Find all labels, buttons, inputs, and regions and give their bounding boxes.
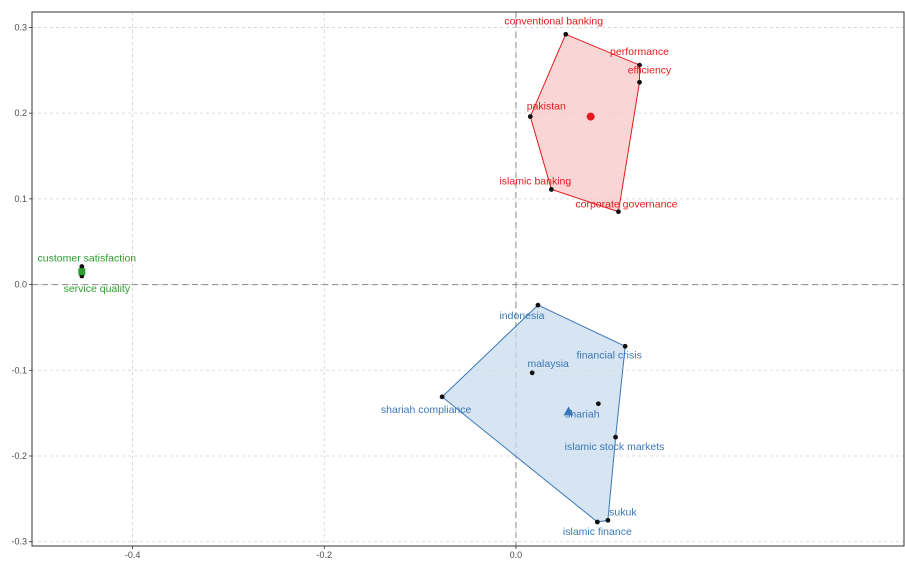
centroid-marker-1 <box>586 112 595 121</box>
y-tick-label: 0.3 <box>14 22 27 32</box>
point-performance <box>637 62 642 68</box>
centroid-marker-3 <box>563 406 574 416</box>
point-islamic-finance <box>594 519 600 525</box>
label-conventional-banking: conventional banking <box>504 15 603 27</box>
label-performance: performance <box>610 46 669 58</box>
point-shariah <box>595 401 601 407</box>
point-pakistan <box>527 114 533 119</box>
point-islamic-stock-markets <box>613 434 618 440</box>
label-corporate-governance: corporate governance <box>575 199 677 211</box>
y-tick-label: -0.2 <box>11 451 27 461</box>
point-financial-crisis <box>622 343 628 349</box>
label-sukuk: sukuk <box>609 506 637 518</box>
label-shariah-compliance: shariah compliance <box>381 404 472 416</box>
x-tick-label: 0.0 <box>510 550 523 560</box>
label-efficiency: efficiency <box>628 64 672 76</box>
point-conventional-banking <box>563 31 569 37</box>
axis-ticks: -0.4 -0.2 0.0 0.3 0.2 0.1 0.0 -0.1 -0.2 -0.3 <box>11 22 522 560</box>
label-customer-satisfaction: customer satisfaction <box>38 253 137 265</box>
point-sukuk <box>605 517 611 523</box>
x-tick-label: -0.4 <box>125 550 141 560</box>
point-corporate-governance <box>616 209 621 215</box>
y-tick-label: -0.1 <box>11 365 27 375</box>
label-service-quality: service quality <box>64 283 131 295</box>
y-tick-label: 0.1 <box>14 194 27 204</box>
x-tick-label: -0.2 <box>317 550 333 560</box>
y-tick-label: 0.2 <box>14 108 27 118</box>
label-shariah: shariah <box>565 409 600 421</box>
label-islamic-stock-markets: islamic stock markets <box>565 441 665 453</box>
point-islamic-banking <box>548 187 554 192</box>
cluster-centroids <box>78 112 595 416</box>
y-tick-label: -0.3 <box>11 537 27 547</box>
point-malaysia <box>529 370 535 376</box>
point-customer-satisfaction <box>79 264 85 269</box>
panel-border <box>31 11 905 547</box>
point-shariah-compliance <box>439 394 445 400</box>
point-efficiency <box>637 79 642 85</box>
centroid-marker-2 <box>78 268 86 276</box>
point-indonesia <box>535 302 541 308</box>
label-indonesia: indonesia <box>499 310 544 322</box>
label-pakistan: pakistan <box>527 101 566 113</box>
label-financial-crisis: financial crisis <box>576 349 641 361</box>
data-points <box>79 31 642 525</box>
point-labels: conventional banking performance efficienc… <box>38 15 678 538</box>
label-malaysia: malaysia <box>527 358 569 370</box>
y-tick-label: 0.0 <box>14 280 27 290</box>
label-islamic-banking: islamic banking <box>499 175 571 187</box>
label-islamic-finance: islamic finance <box>563 526 632 538</box>
